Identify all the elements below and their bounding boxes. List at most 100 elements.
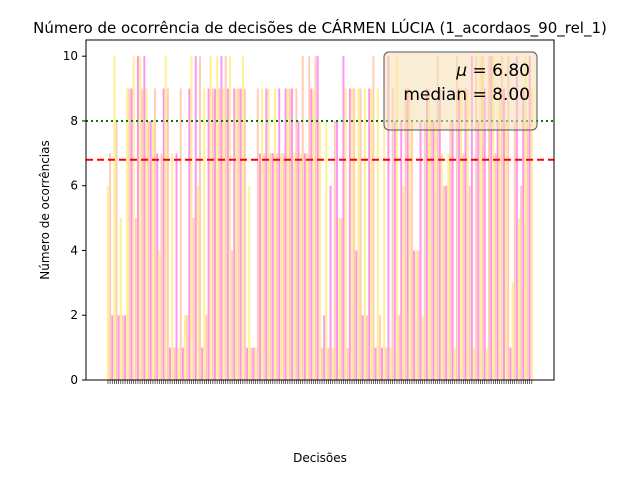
- bar: [303, 153, 306, 380]
- y-axis-label: Número de ocorrências: [38, 140, 52, 280]
- bar: [385, 347, 388, 380]
- bar: [276, 153, 279, 380]
- bar: [207, 88, 210, 380]
- bar: [366, 315, 368, 380]
- bar: [186, 315, 189, 380]
- bar: [528, 56, 531, 380]
- bar: [445, 185, 448, 380]
- bar: [477, 120, 480, 380]
- bar: [301, 56, 304, 380]
- y-tick-label: 0: [70, 373, 78, 387]
- bar: [310, 88, 313, 380]
- bar: [141, 88, 144, 380]
- bar: [430, 120, 433, 380]
- bar: [179, 88, 182, 380]
- bar: [126, 88, 129, 380]
- bar: [156, 153, 159, 380]
- bar: [389, 347, 392, 380]
- bar: [522, 88, 525, 380]
- bar: [143, 56, 146, 380]
- bar: [252, 347, 255, 380]
- bar: [353, 88, 356, 380]
- bar: [147, 120, 150, 380]
- bar: [383, 120, 386, 380]
- bar: [515, 56, 518, 380]
- bar: [417, 250, 420, 380]
- bar: [336, 120, 338, 380]
- bar: [318, 120, 321, 380]
- bar: [475, 56, 478, 380]
- bar: [342, 56, 345, 380]
- bar: [224, 56, 227, 380]
- bar: [188, 88, 191, 380]
- bar: [162, 88, 165, 380]
- bar: [344, 88, 347, 380]
- bar: [160, 153, 163, 380]
- bar: [404, 88, 407, 380]
- bar: [291, 88, 294, 380]
- bar: [286, 88, 289, 380]
- bar: [250, 347, 253, 380]
- bar: [111, 315, 114, 380]
- bar: [415, 250, 418, 380]
- bar: [348, 88, 351, 380]
- bar: [177, 347, 180, 380]
- bar: [329, 185, 332, 380]
- bar: [325, 120, 328, 380]
- bar: [132, 56, 135, 380]
- x-axis-label: Decisões: [293, 451, 347, 465]
- bar: [149, 120, 152, 380]
- bar: [308, 56, 311, 380]
- y-tick-label: 10: [63, 49, 78, 63]
- bar: [175, 153, 178, 380]
- bar: [340, 218, 343, 380]
- bar: [496, 120, 499, 380]
- bar: [376, 88, 379, 380]
- bar: [494, 153, 497, 380]
- bar: [402, 185, 405, 380]
- bar: [306, 153, 309, 380]
- x-axis: [107, 380, 533, 384]
- bar: [248, 185, 251, 380]
- bar: [267, 88, 270, 380]
- bar: [479, 56, 482, 380]
- y-tick-label: 2: [70, 308, 78, 322]
- bar: [511, 282, 514, 380]
- bar: [428, 88, 431, 380]
- bar: [357, 88, 360, 380]
- bar: [119, 218, 122, 380]
- bar: [109, 153, 112, 380]
- bar: [113, 56, 116, 380]
- y-tick-label: 6: [70, 179, 78, 193]
- bar: [363, 88, 366, 380]
- bar: [115, 120, 118, 380]
- bar: [235, 88, 238, 380]
- bar: [374, 347, 377, 380]
- bar: [359, 88, 362, 380]
- bar: [338, 218, 341, 380]
- bar: [297, 120, 300, 380]
- bar: [449, 120, 452, 380]
- bar: [410, 120, 413, 380]
- bar: [488, 56, 490, 380]
- bar: [117, 315, 120, 380]
- bar: [181, 347, 184, 380]
- bar: [468, 185, 471, 380]
- bar: [500, 56, 503, 380]
- bar: [280, 153, 283, 380]
- stats-median-value: 8.00: [492, 85, 530, 105]
- bar: [333, 120, 336, 380]
- bar: [473, 347, 475, 380]
- bar: [423, 120, 426, 380]
- bar: [237, 88, 240, 380]
- bar: [464, 88, 467, 380]
- bar: [211, 88, 214, 380]
- bar: [254, 347, 257, 380]
- bar: [485, 347, 488, 380]
- bar: [128, 88, 131, 380]
- bar: [447, 153, 450, 380]
- bar: [316, 56, 319, 380]
- bar: [145, 88, 148, 380]
- bar: [470, 56, 473, 380]
- stats-mean-value: 6.80: [492, 61, 530, 81]
